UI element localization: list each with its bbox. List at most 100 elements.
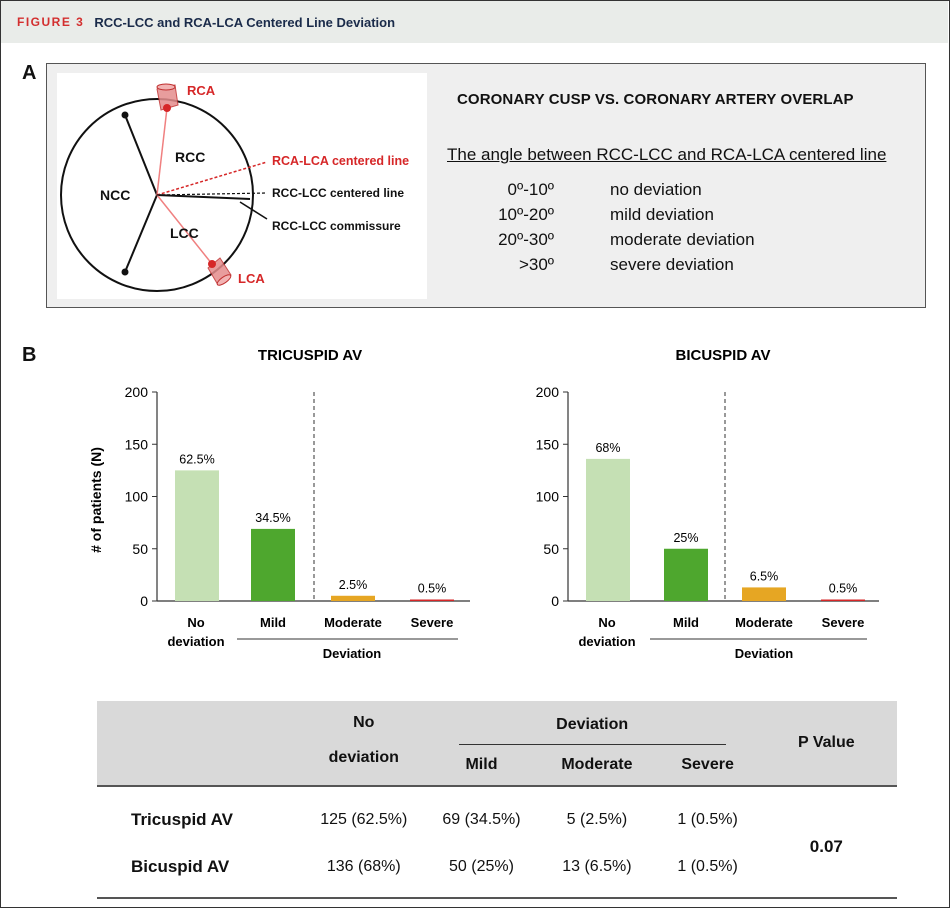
figure-title: RCC-LCC and RCA-LCA Centered Line Deviat… [94, 14, 396, 30]
deviation-group-label: Deviation [323, 646, 382, 661]
commissure-line-top [124, 114, 158, 196]
bar [586, 458, 630, 601]
header-no: No [353, 714, 375, 731]
category-label-line2: deviation [167, 634, 224, 649]
rca-ostium-dot [163, 104, 171, 112]
y-tick-label: 0 [140, 593, 148, 609]
category-label: No [187, 615, 204, 630]
legend-range: 0º-10º [507, 180, 554, 199]
rca-vessel [156, 83, 179, 111]
y-tick-label: 50 [132, 541, 148, 557]
cell-mild: 69 (34.5%) [442, 811, 521, 828]
data-label: 2.5% [339, 578, 368, 592]
y-axis-label: # of patients (N) [88, 447, 104, 553]
data-label: 0.5% [829, 582, 858, 596]
data-label: 68% [595, 441, 620, 455]
cell-severe: 1 (0.5%) [677, 811, 738, 828]
category-label: No [598, 615, 615, 630]
rcc-lcc-centered-line-label: RCC-LCC centered line [272, 186, 404, 200]
cell-no-deviation: 136 (68%) [326, 858, 401, 875]
rcc-lcc-centered-line [156, 192, 268, 196]
commissure-line-bottom [124, 194, 158, 273]
legend-range: 10º-20º [498, 205, 554, 224]
cell-moderate: 5 (2.5%) [566, 811, 628, 828]
figure-label: FIGURE 3 [17, 15, 85, 29]
y-tick-label: 200 [536, 384, 560, 400]
p-value-cell: 0.07 [809, 837, 843, 856]
table-header-row-1: No Deviation P Value [97, 701, 897, 751]
legend-description: no deviation [610, 180, 702, 199]
data-label: 25% [673, 531, 698, 545]
cell-severe: 1 (0.5%) [677, 858, 738, 875]
row-label: Bicuspid AV [131, 857, 230, 876]
lca-ostium-dot [208, 260, 216, 268]
figure-header: FIGURE 3 RCC-LCC and RCA-LCA Centered Li… [1, 1, 948, 43]
rcc-label: RCC [175, 149, 205, 165]
cell-mild: 50 (25%) [449, 858, 514, 875]
y-tick-label: 100 [125, 489, 149, 505]
bar [664, 548, 708, 601]
data-label: 34.5% [255, 511, 290, 525]
category-label: Mild [260, 615, 286, 630]
ncc-label: NCC [100, 187, 130, 203]
commissure-pointer-line [239, 201, 268, 220]
legend-description: mild deviation [610, 205, 714, 224]
category-label-line2: deviation [578, 634, 635, 649]
header-p-value: P Value [798, 734, 855, 751]
results-table: No Deviation P Value deviation Mild Mode… [97, 701, 897, 899]
header-severe: Severe [681, 756, 734, 773]
legend-range: >30º [518, 255, 554, 274]
commissure-dot-bottom [121, 268, 129, 276]
data-label: 6.5% [750, 569, 779, 583]
y-tick-label: 150 [125, 436, 149, 452]
y-tick-label: 50 [543, 541, 559, 557]
data-label: 62.5% [179, 452, 214, 466]
category-label: Severe [822, 615, 865, 630]
lcc-label: LCC [170, 225, 199, 241]
deviation-group-label: Deviation [735, 646, 794, 661]
category-label: Severe [411, 615, 454, 630]
aortic-valve-circle [60, 98, 254, 292]
commissure-dot-top [121, 111, 129, 119]
row-label: Tricuspid AV [131, 810, 234, 829]
legend-range: 20º-30º [498, 230, 554, 249]
bar [821, 599, 865, 601]
panel-b-letter: B [22, 344, 37, 366]
header-deviation-group: Deviation [429, 701, 756, 745]
y-tick-label: 200 [125, 384, 149, 400]
cell-no-deviation: 125 (62.5%) [320, 811, 408, 828]
rcc-lcc-commissure-label: RCC-LCC commissure [272, 219, 401, 233]
header-deviation-word: deviation [328, 749, 399, 766]
cusp-diagram: RCA LCA RCC NCC LCC RCA-LCA centered lin… [60, 83, 409, 292]
category-label: Mild [673, 615, 699, 630]
bar [410, 599, 454, 601]
data-label: 0.5% [418, 582, 447, 596]
bar [331, 595, 375, 601]
overlap-title: CORONARY CUSP VS. CORONARY ARTERY OVERLA… [457, 91, 854, 108]
y-tick-label: 100 [536, 489, 560, 505]
bar [251, 528, 295, 601]
commissure-line-right [156, 194, 251, 200]
table-row: Tricuspid AV 125 (62.5%) 69 (34.5%) 5 (2… [97, 786, 897, 856]
header-deviation: Deviation [458, 716, 726, 745]
category-label: Moderate [735, 615, 793, 630]
panel-a-letter: A [22, 62, 37, 84]
y-tick-label: 0 [551, 593, 559, 609]
rca-axis-line [156, 107, 168, 196]
diagram-background [57, 73, 427, 299]
chart-title: BICUSPID AV [675, 347, 770, 364]
angle-subtitle: The angle between RCC-LCC and RCA-LCA ce… [447, 145, 887, 164]
lca-axis-line [156, 194, 213, 265]
cell-moderate: 13 (6.5%) [562, 858, 632, 875]
bar-charts: # of patients (N) TRICUSPID AV 0 50 100 150 2… [88, 347, 879, 661]
legend-description: moderate deviation [610, 230, 755, 249]
rca-lca-centered-line [156, 161, 268, 196]
legend-description: severe deviation [610, 255, 734, 274]
chart-title: TRICUSPID AV [258, 347, 362, 364]
category-label: Moderate [324, 615, 382, 630]
table-row: Bicuspid AV 136 (68%) 50 (25%) 13 (6.5%)… [97, 843, 897, 898]
header-moderate: Moderate [561, 756, 633, 773]
header-mild: Mild [465, 756, 498, 773]
bar [175, 470, 219, 601]
bar [742, 587, 786, 601]
